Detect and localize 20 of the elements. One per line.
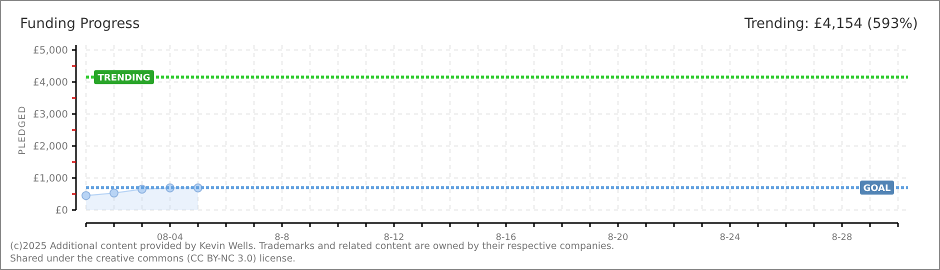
x-tick-label: 8-8 (274, 233, 290, 243)
chart-title: Funding Progress (20, 16, 140, 32)
x-tick-label: 8-20 (608, 233, 628, 243)
ref-line-label: GOAL (863, 184, 892, 194)
y-tick-label: £1,000 (33, 174, 68, 184)
x-tick-label: 8-12 (384, 233, 404, 243)
text: Shared under the creative commons (CC BY-NC 3.0) license. (10, 254, 296, 264)
y-axis-title: PLEDGED (18, 105, 28, 155)
x-tick-label: 8-16 (496, 233, 516, 243)
y-tick-label: £3,000 (33, 110, 68, 120)
y-tick-label: £0 (55, 206, 68, 216)
text: Trending: £4,154 (593%) (743, 16, 918, 32)
x-tick-label: 08-04 (156, 233, 184, 243)
text: (c)2025 Additional content provided by Kevin Wells. Trademarks and related content are owned by their respective companies. (10, 241, 614, 252)
x-tick-label: 8-24 (720, 233, 740, 243)
ref-line-label: TRENDING (98, 74, 150, 84)
x-tick-label: 8-28 (832, 233, 852, 243)
y-tick-label: £2,000 (33, 142, 68, 152)
y-tick-label: £4,000 (33, 78, 68, 88)
y-tick-label: £5,000 (33, 46, 68, 56)
